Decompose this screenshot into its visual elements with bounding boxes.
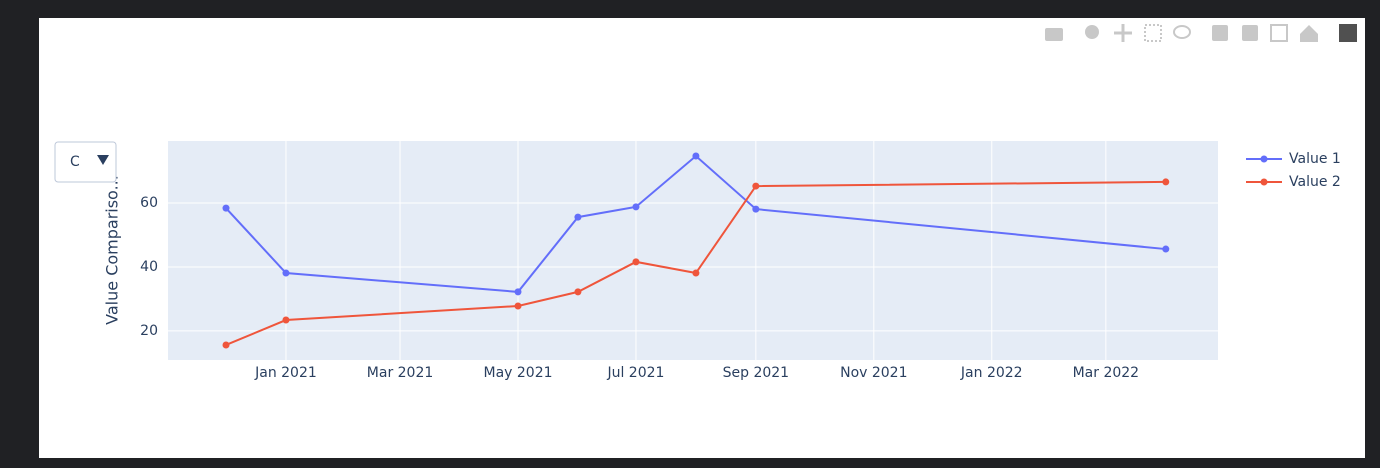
x-tick-label: Mar 2021	[367, 365, 434, 381]
lasso-icon[interactable]	[1173, 25, 1191, 39]
zoom-in-icon[interactable]	[1212, 25, 1228, 41]
dropdown[interactable]: C	[54, 141, 117, 183]
plot-area	[168, 141, 1218, 360]
dropdown-label[interactable]: C	[70, 154, 80, 170]
marker	[222, 341, 230, 349]
modebar	[1045, 24, 1357, 42]
marker	[692, 152, 700, 160]
legend-marker	[1260, 178, 1268, 186]
marker	[282, 269, 290, 277]
zoom-icon[interactable]	[1085, 25, 1099, 39]
series-line	[225, 180, 1166, 346]
marker	[1162, 178, 1170, 186]
home-icon[interactable]	[1300, 25, 1318, 42]
y-tick-label: 60	[140, 195, 158, 211]
x-tick-label: Jul 2021	[606, 365, 664, 381]
plotly-icon[interactable]	[1339, 24, 1357, 42]
x-tick-label: Sep 2021	[723, 365, 789, 381]
marker	[514, 302, 522, 310]
grid	[168, 141, 1218, 360]
marker	[574, 213, 582, 221]
y-tick-label: 40	[140, 259, 158, 275]
marker	[282, 316, 290, 324]
x-tick-label: May 2021	[483, 365, 552, 381]
legend-label: Value 2	[1289, 174, 1341, 190]
legend-label: Value 1	[1289, 151, 1341, 167]
x-tick-label: Mar 2022	[1073, 365, 1140, 381]
y-tick-label: 20	[140, 323, 158, 339]
y-axis-title: Value Compariso...	[103, 175, 122, 325]
camera-icon[interactable]	[1045, 28, 1063, 41]
marker	[752, 182, 760, 190]
dropdown-box[interactable]	[54, 141, 117, 183]
marker	[752, 205, 760, 213]
lines	[222, 152, 1170, 349]
x-tick-label: Nov 2021	[840, 365, 907, 381]
marker	[632, 203, 640, 211]
marker	[574, 288, 582, 296]
legend-marker	[1260, 155, 1268, 163]
marker	[692, 269, 700, 277]
x-tick-label: Jan 2021	[254, 365, 317, 381]
marker	[1162, 245, 1170, 253]
marker	[222, 204, 230, 212]
pan-icon[interactable]	[1114, 24, 1132, 42]
marker	[632, 258, 640, 266]
marker	[514, 288, 522, 296]
dropdown-arrow[interactable]	[97, 155, 109, 165]
select-icon[interactable]	[1144, 24, 1162, 42]
zoom-out-icon[interactable]	[1242, 25, 1258, 41]
autoscale-icon[interactable]	[1270, 24, 1288, 42]
x-tick-label: Jan 2022	[960, 365, 1023, 381]
